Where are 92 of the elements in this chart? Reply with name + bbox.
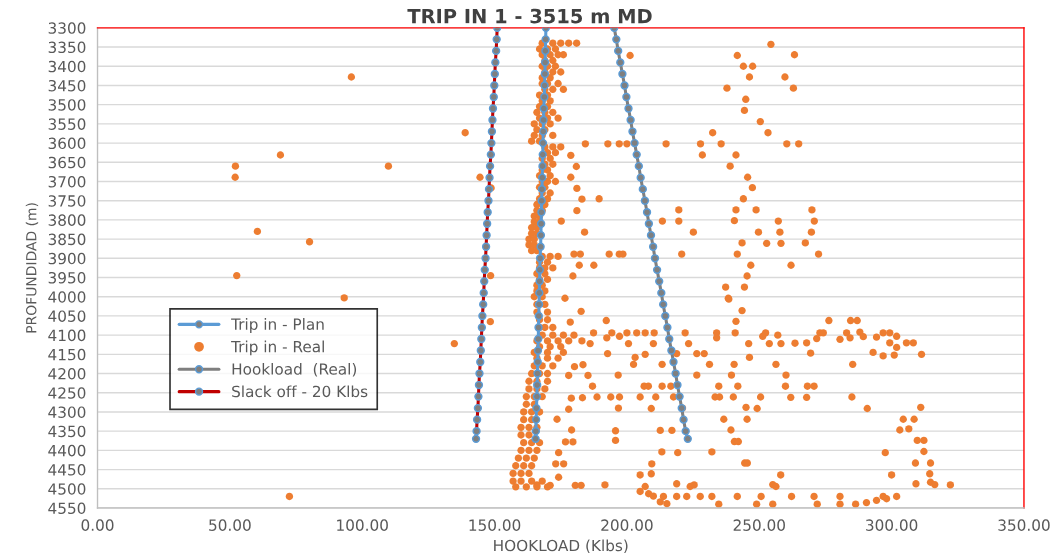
- point: [539, 115, 548, 125]
- point: [531, 434, 540, 444]
- point: [612, 35, 621, 44]
- point: [663, 323, 672, 332]
- y-tick-label: 3550: [48, 118, 86, 130]
- x-tick-label: 50.00: [209, 519, 251, 531]
- y-tick-label: 3300: [48, 22, 86, 34]
- point: [675, 392, 684, 401]
- y-tick-label: 3400: [48, 60, 86, 73]
- point: [541, 35, 550, 44]
- y-tick-label: 4050: [48, 310, 86, 322]
- point: [628, 127, 637, 136]
- x-tick-label: 100.00: [337, 519, 388, 531]
- point: [640, 196, 650, 205]
- point: [652, 265, 662, 275]
- y-tick-label: 4450: [48, 464, 86, 476]
- point: [661, 311, 670, 321]
- point: [671, 369, 680, 378]
- y-tick-label: 3700: [48, 175, 86, 188]
- point: [648, 242, 658, 251]
- x-tick-label: 0.00: [81, 519, 114, 531]
- y-tick-label: 3450: [48, 79, 86, 92]
- x-tick-label: 250.00: [733, 519, 785, 531]
- legend-label: Slack off - 20 Klbs: [232, 385, 368, 398]
- y-tick-label: 4150: [48, 348, 86, 361]
- point: [646, 231, 656, 240]
- point: [669, 357, 678, 367]
- point: [531, 415, 541, 424]
- legend-label: Trip in - Plan: [231, 318, 324, 333]
- legend-label: Trip in - Real: [231, 340, 324, 356]
- point: [681, 426, 690, 436]
- point: [638, 185, 647, 194]
- point: [620, 81, 629, 90]
- point: [636, 173, 645, 182]
- point: [626, 115, 635, 125]
- y-tick-label: 4350: [48, 425, 86, 438]
- point: [650, 254, 660, 263]
- x-axis-title: HOOKLOAD (Klbs): [494, 539, 628, 554]
- y-tick-label: 3950: [48, 271, 86, 284]
- point: [655, 277, 664, 286]
- x-tick-label: 200.00: [601, 519, 653, 531]
- point: [533, 346, 543, 355]
- y-tick-label: 3650: [48, 156, 86, 169]
- point: [532, 392, 542, 401]
- y-tick-label: 3750: [48, 195, 86, 207]
- point: [632, 150, 641, 159]
- y-tick-label: 4200: [48, 368, 86, 380]
- point: [536, 231, 546, 240]
- point: [536, 242, 545, 251]
- y-tick-label: 3850: [48, 233, 86, 246]
- point: [539, 104, 548, 113]
- point: [622, 92, 631, 102]
- point: [533, 357, 542, 367]
- y-tick-label: 4100: [48, 329, 86, 342]
- y-tick-label: 4550: [48, 502, 86, 515]
- point: [659, 300, 668, 309]
- point: [657, 288, 666, 298]
- x-tick-label: 150.00: [469, 519, 521, 531]
- y-tick-label: 3500: [48, 99, 86, 111]
- point: [534, 311, 543, 321]
- point: [642, 208, 652, 217]
- point: [624, 104, 633, 113]
- point: [679, 415, 688, 424]
- point: [614, 46, 623, 56]
- y-tick-label: 4400: [48, 444, 86, 457]
- point: [532, 403, 541, 413]
- point: [665, 334, 674, 344]
- y-tick-label: 4000: [48, 291, 86, 303]
- point: [673, 380, 682, 390]
- y-tick-label: 4300: [48, 406, 86, 418]
- point: [533, 380, 542, 390]
- legend-label: Hookload (Real): [232, 362, 357, 377]
- y-axis-title: PROFUNDIDAD (m): [25, 203, 39, 333]
- point: [644, 219, 654, 228]
- point: [667, 346, 676, 355]
- x-tick-label: 350.00: [998, 519, 1050, 531]
- chart-title: TRIP IN 1 - 3515 m MD: [407, 8, 652, 24]
- point: [634, 161, 643, 171]
- y-tick-label: 3600: [48, 137, 86, 150]
- point: [538, 150, 547, 159]
- point: [538, 138, 548, 148]
- y-tick-label: 3350: [48, 41, 86, 54]
- x-tick-label: 300.00: [866, 519, 918, 531]
- y-tick-label: 4250: [48, 387, 86, 399]
- y-tick-label: 3800: [48, 214, 86, 226]
- point: [618, 69, 627, 79]
- y-tick-label: 4500: [48, 483, 86, 495]
- y-tick-label: 3900: [48, 252, 86, 265]
- point: [616, 58, 625, 67]
- point: [630, 138, 639, 148]
- point: [531, 426, 541, 436]
- point: [683, 434, 692, 444]
